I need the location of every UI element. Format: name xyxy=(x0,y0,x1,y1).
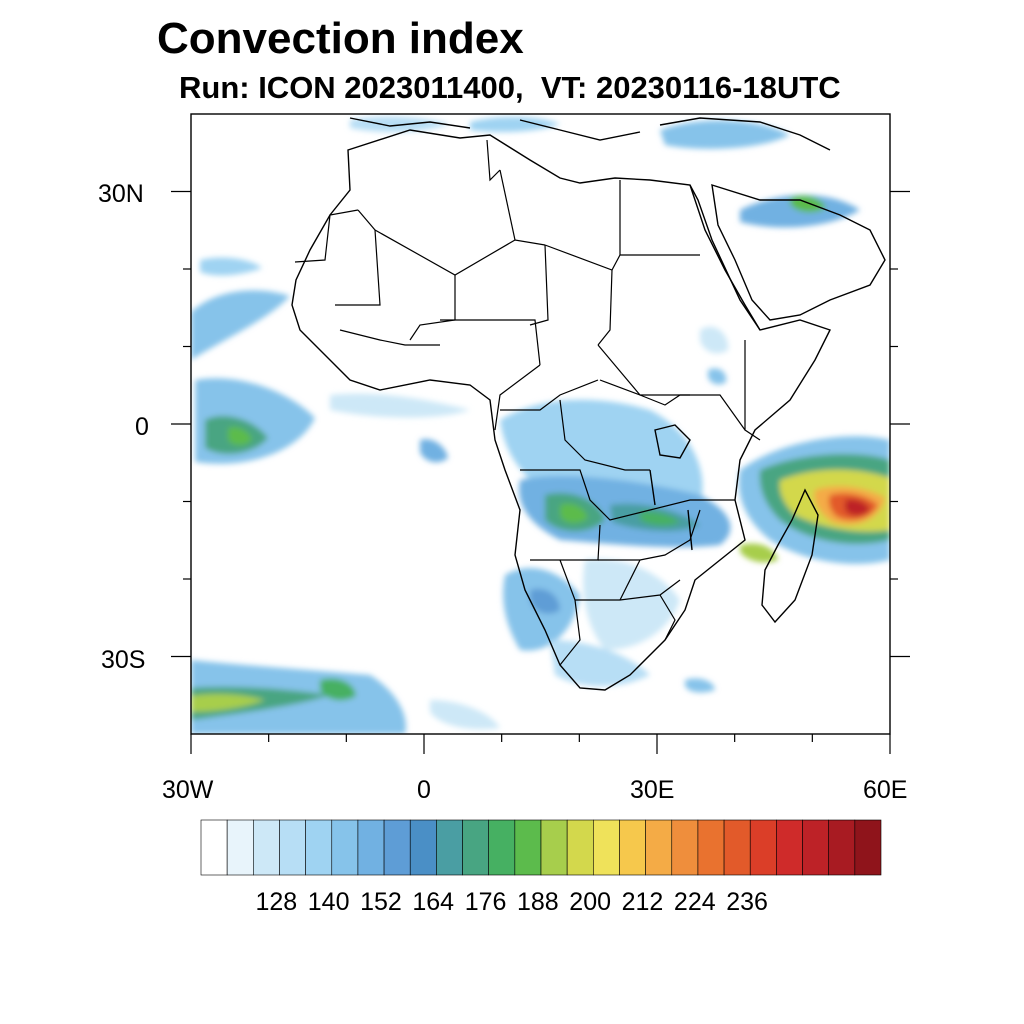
cells-east-africa xyxy=(700,326,729,385)
colorbar-swatch xyxy=(383,819,411,876)
colorbar-swatch xyxy=(619,819,646,876)
colorbar-tick-label: 212 xyxy=(621,888,664,916)
colorbar-tick-label: 128 xyxy=(255,888,298,916)
colorbar-swatch xyxy=(828,819,856,876)
country-borders xyxy=(294,139,761,666)
colorbar-swatch xyxy=(305,819,333,876)
colorbar-swatch xyxy=(697,819,725,876)
colorbar-swatch xyxy=(802,819,829,876)
lon-label-60e: 60E xyxy=(863,776,908,804)
colorbar-swatch xyxy=(488,819,516,876)
colorbar-swatch xyxy=(671,819,699,876)
colorbar-tick-label: 224 xyxy=(673,888,716,916)
lon-label-0: 0 xyxy=(417,776,431,804)
colorbar-swatch xyxy=(566,819,594,876)
cells-congo xyxy=(500,399,731,548)
colorbar-swatch xyxy=(226,819,254,876)
colorbar-tick-label: 140 xyxy=(307,888,350,916)
colorbar-swatch xyxy=(540,819,568,876)
colorbar xyxy=(200,819,882,876)
colorbar-swatch xyxy=(462,819,489,876)
lat-label-0: 0 xyxy=(135,413,149,441)
coastlines xyxy=(291,117,886,691)
colorbar-tick-label: 152 xyxy=(360,888,402,916)
colorbar-tick-label: 188 xyxy=(517,888,559,916)
cells-southern-africa xyxy=(503,559,680,687)
cells-nw-atlantic xyxy=(191,257,290,360)
colorbar-swatch xyxy=(514,819,542,876)
colorbar-tick-label: 176 xyxy=(464,888,507,916)
lat-label-30n: 30N xyxy=(98,180,144,208)
colorbar-swatch xyxy=(331,819,359,876)
cells-cyclone xyxy=(685,436,890,693)
axis-ticks xyxy=(171,190,910,754)
colorbar-swatch xyxy=(645,819,673,876)
lon-label-30w: 30W xyxy=(162,776,214,804)
cells-south-atlantic xyxy=(191,660,500,734)
colorbar-swatch xyxy=(279,819,306,876)
colorbar-swatch xyxy=(723,819,751,876)
colorbar-swatch xyxy=(854,819,882,876)
convection-field xyxy=(191,116,890,734)
colorbar-swatch xyxy=(436,819,463,876)
colorbar-swatch xyxy=(749,819,777,876)
lat-label-30s: 30S xyxy=(101,646,146,674)
chart-title: Convection index xyxy=(157,14,524,63)
colorbar-swatch xyxy=(409,819,437,876)
colorbar-tick-label: 236 xyxy=(726,888,768,916)
colorbar-tick-label: 164 xyxy=(412,888,455,916)
colorbar-swatch xyxy=(253,819,280,876)
colorbar-swatch xyxy=(776,819,803,876)
chart-subtitle: Run: ICON 2023011400, VT: 20230116-18UTC xyxy=(179,70,841,105)
colorbar-swatch xyxy=(593,819,620,876)
lon-label-30e: 30E xyxy=(630,776,675,804)
cells-equatorial-atlantic xyxy=(195,378,470,464)
colorbar-tick-label: 200 xyxy=(569,888,612,916)
colorbar-swatch xyxy=(357,819,385,876)
colorbar-swatch xyxy=(200,819,228,876)
